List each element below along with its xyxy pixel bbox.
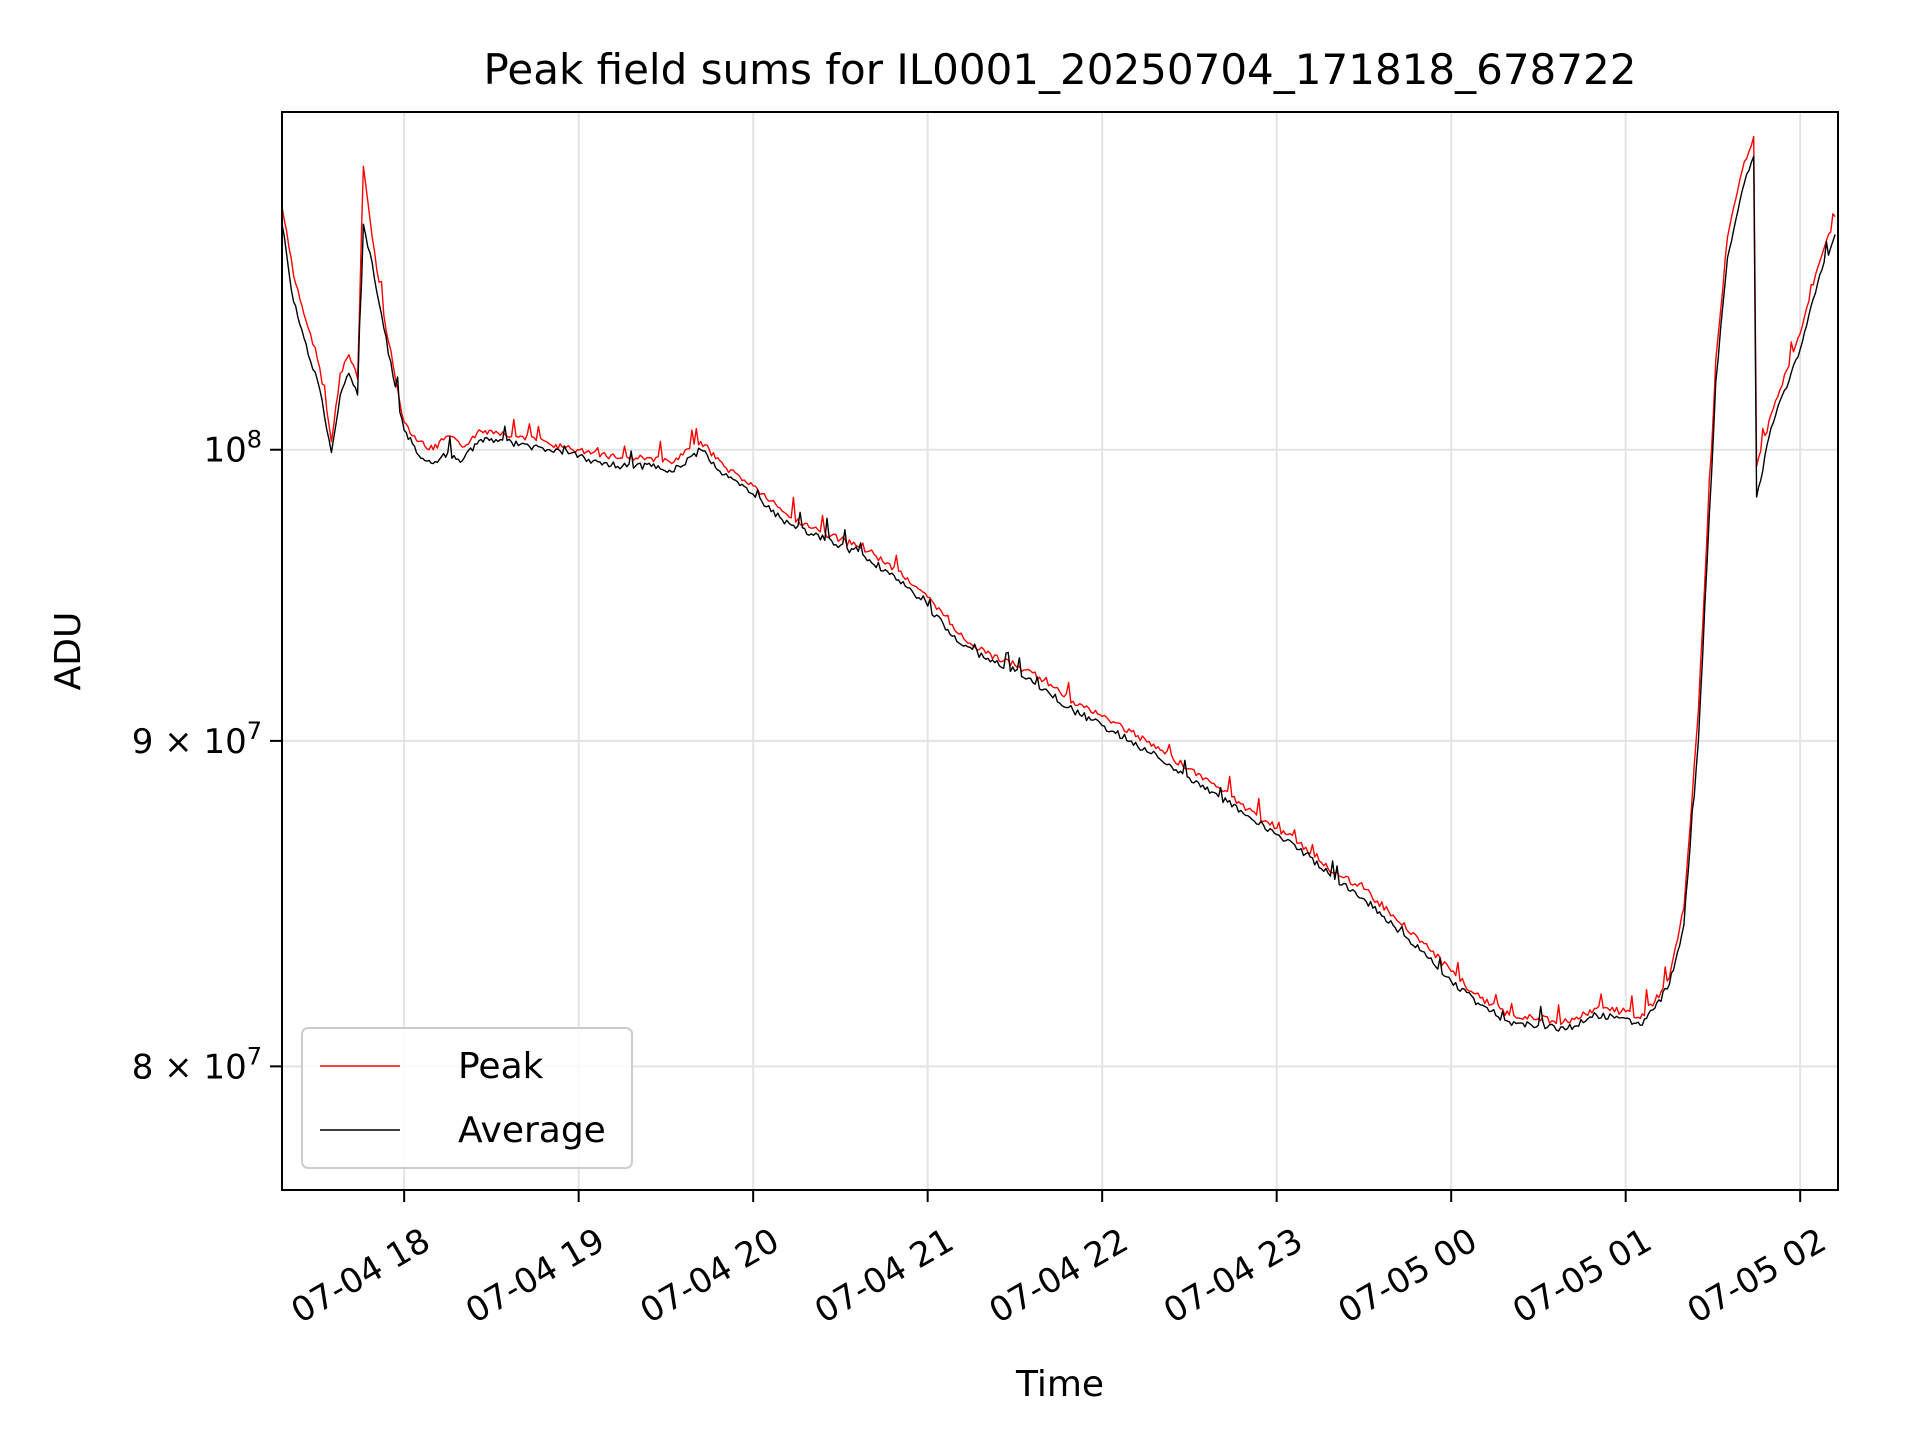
- series-line-average: [281, 155, 1836, 1032]
- y-tick-label: 9 × 107: [132, 717, 262, 762]
- series-line-peak: [281, 135, 1836, 1026]
- plot-lines: [281, 135, 1836, 1032]
- legend-label-peak: Peak: [458, 1046, 544, 1087]
- legend-box: [301, 1027, 633, 1169]
- y-tick-label: 108: [203, 426, 262, 471]
- y-axis-ticks: 108 9 × 107 8 × 107: [132, 426, 282, 1087]
- y-axis-label: ADU: [48, 612, 89, 691]
- grid: [282, 112, 1838, 1190]
- y-tick-label: 8 × 107: [132, 1042, 262, 1087]
- legend: Peak Average: [301, 1027, 633, 1169]
- x-axis-label: Time: [1015, 1364, 1104, 1405]
- chart-title: Peak field sums for IL0001_20250704_1718…: [484, 45, 1637, 94]
- plot-frame: [281, 111, 1839, 1191]
- legend-label-average: Average: [458, 1110, 606, 1151]
